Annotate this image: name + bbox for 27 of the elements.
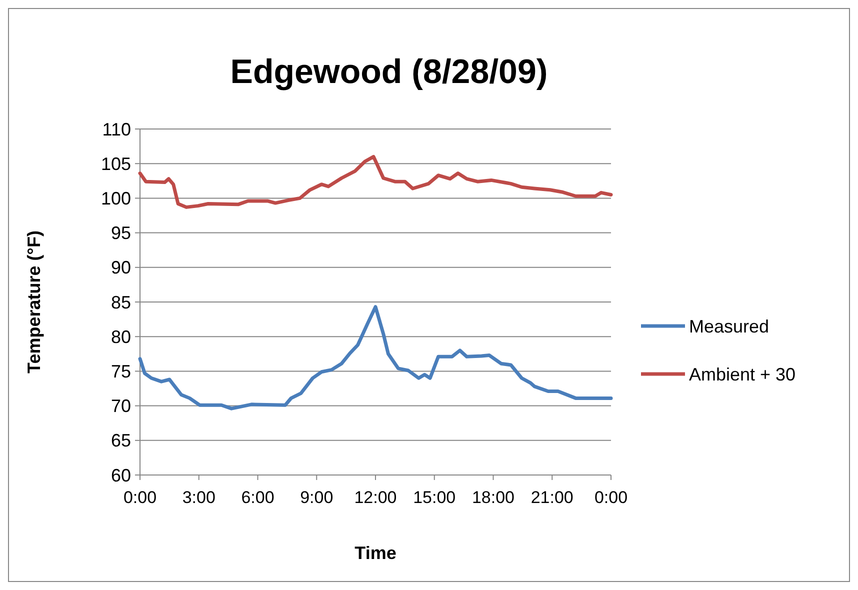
y-tick-label: 70	[110, 396, 131, 416]
x-tick-label: 21:00	[530, 488, 574, 507]
y-tick-label: 95	[110, 223, 131, 244]
y-tick-label: 85	[110, 292, 131, 312]
legend-label: Measured	[689, 316, 770, 336]
x-tick-label: 15:00	[413, 488, 456, 507]
y-tick-label: 80	[110, 326, 131, 347]
y-tick-label: 75	[110, 362, 131, 382]
x-tick-label: 9:00	[300, 488, 334, 507]
chart-title: Edgewood (8/28/09)	[230, 53, 548, 91]
line-series	[138, 154, 613, 209]
x-tick-label: 0:00	[594, 488, 628, 507]
y-tick-label: 65	[110, 430, 131, 451]
line-series	[138, 305, 613, 410]
x-tick-label: 12:00	[354, 488, 397, 507]
y-tick-label: 110	[102, 119, 131, 140]
y-tick-label: 100	[100, 188, 131, 208]
y-tick-label: 105	[100, 154, 131, 174]
y-tick-label: 60	[110, 465, 131, 486]
x-tick-label: 18:00	[472, 488, 515, 507]
x-tick-label: 6:00	[241, 488, 274, 507]
x-axis-title: Time	[354, 543, 396, 563]
legend-label: Ambient + 30	[689, 364, 796, 384]
y-tick-label: 90	[110, 258, 131, 278]
y-axis-title: Temperature (°F)	[24, 230, 44, 374]
x-tick-label: 3:00	[182, 488, 216, 507]
x-tick-label: 0:00	[123, 488, 157, 507]
